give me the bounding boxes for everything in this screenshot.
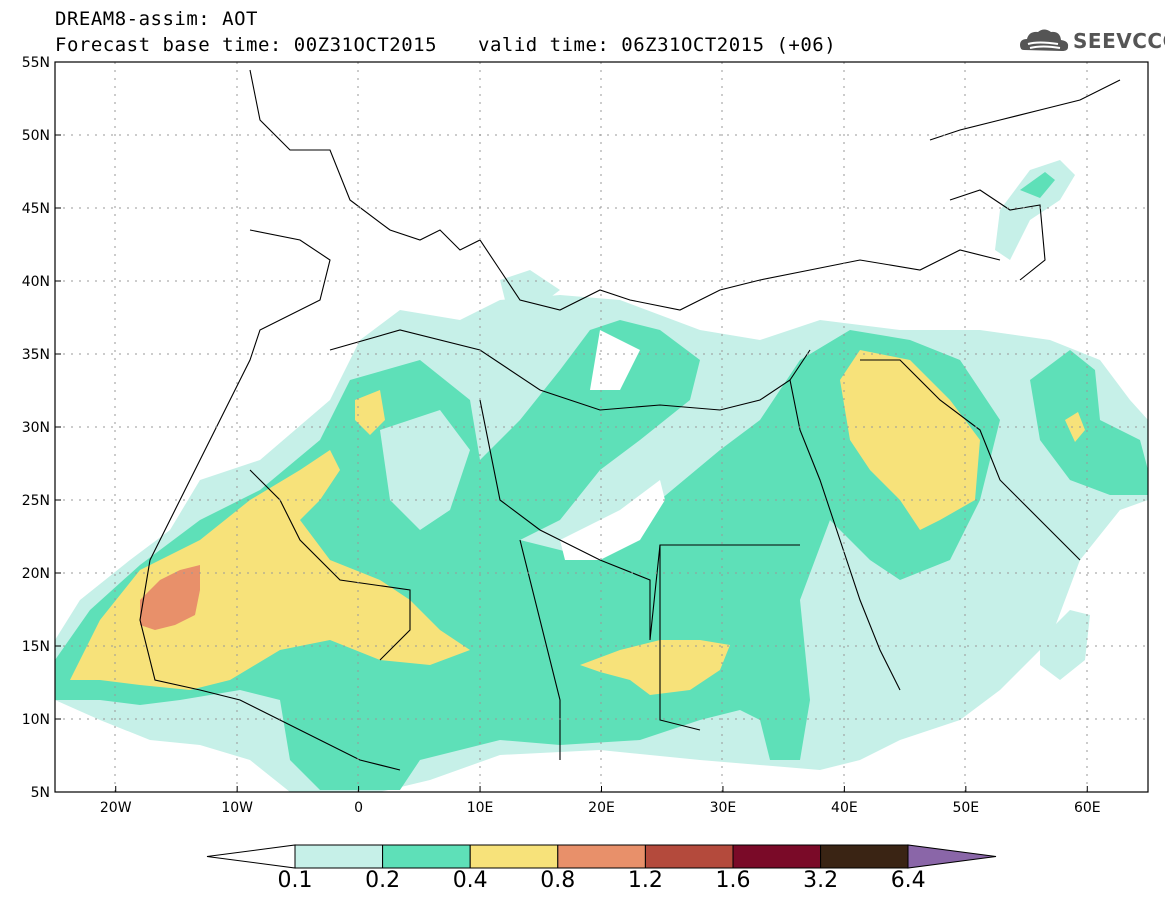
lon-label-60E: 60E [1074,800,1101,816]
aot-0.1-region-caspian [995,160,1075,260]
map-title: DREAM8-assim: AOT [55,8,258,30]
colorbar-boxes [294,844,909,869]
aot-0.4-region-chad [580,640,730,695]
lat-label-30N: 30N [22,420,50,436]
forecast-base-time: Forecast base time: 00Z31OCT2015 [55,34,438,56]
lat-label-40N: 40N [22,274,50,290]
aot-0.4-region-iran [1065,412,1085,442]
aot-0.2-region [55,320,1000,790]
colorbar-label-1.6: 1.6 [715,868,751,893]
lat-label-10N: 10N [22,712,50,728]
lat-label-15N: 15N [22,639,50,655]
aot-0.4-region-algeria [355,390,385,435]
aot-0.8-region [140,565,200,630]
colorbar-label-3.2: 3.2 [803,868,839,893]
lat-label-45N: 45N [22,201,50,217]
lat-label-25N: 25N [22,493,50,509]
colorbar-box-6 [732,844,822,869]
colorbar-label-0.4: 0.4 [452,868,488,893]
lon-label-10W: 10W [221,800,253,816]
colorbar-label-0.1: 0.1 [277,868,313,893]
lat-label-55N: 55N [22,55,50,71]
logo-text: SEEVCCC [1073,29,1165,53]
colorbar-box-4 [557,844,646,869]
colorbar-label-1.2: 1.2 [627,868,663,893]
lon-label-40E: 40E [831,800,858,816]
lat-label-35N: 35N [22,347,50,363]
valid-time: valid time: 06Z31OCT2015 (+06) [478,34,837,56]
aot-0.4-region-east [840,350,980,530]
lon-label-0: 0 [354,800,363,816]
lon-label-20E: 20E [588,800,615,816]
colorbar-box-1 [294,844,384,869]
lon-label-30E: 30E [710,800,737,816]
colorbar-box-2 [382,844,471,869]
colorbar-box-5 [644,844,734,869]
latitude-labels: 55N 50N 45N 40N 35N 30N 25N 20N 15N 10N 5N [22,55,61,801]
aot-0.1-region-sicily [500,270,560,305]
colorbar-over-triangle [907,844,997,869]
aot-low-hole-2 [590,330,640,390]
cloud-logo-icon [1020,29,1069,51]
colorbar-label-0.8: 0.8 [540,868,576,893]
aot-0.2-region-gulf [1030,350,1148,495]
colorbar-label-6.4: 6.4 [890,868,926,893]
colorbar-label-0.2: 0.2 [365,868,401,893]
lat-label-50N: 50N [22,128,50,144]
colorbar-under-triangle [206,844,296,869]
lon-label-50E: 50E [952,800,979,816]
aot-0.2-region-caspian [1020,172,1055,198]
aot-0.4-region-west [70,450,470,690]
lat-label-5N: 5N [31,785,50,801]
lon-label-20W: 20W [100,800,132,816]
lon-label-10E: 10E [467,800,494,816]
aot-0.1-region-oman [1040,610,1090,680]
colorbar-box-7 [820,844,909,869]
aot-low-hole-1 [560,480,665,560]
longitude-labels: 20W 10W 0 10E 20E 30E 40E 50E 60E [100,786,1101,816]
gridlines [55,62,1148,792]
lat-label-20N: 20N [22,566,50,582]
colorbar-box-3 [469,844,559,869]
